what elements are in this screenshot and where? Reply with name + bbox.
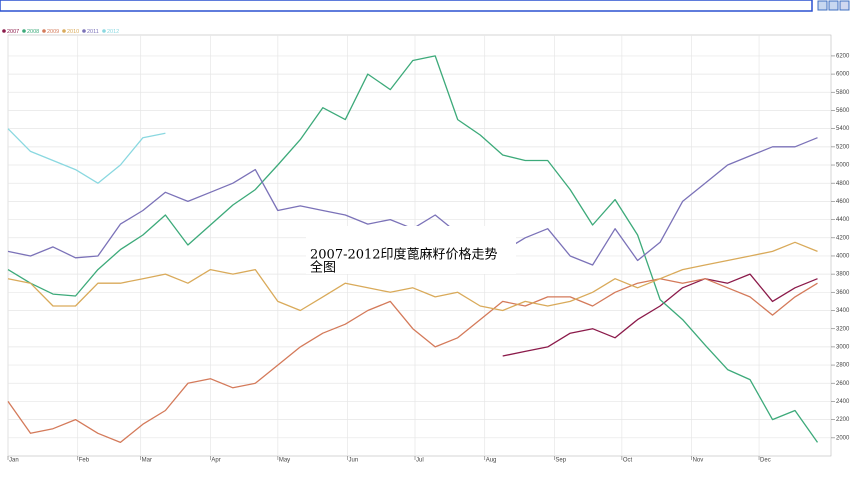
y-tick-label: 3600 — [836, 290, 850, 296]
y-tick-label: 2600 — [836, 381, 850, 387]
legend-label: 2011 — [87, 29, 99, 35]
series-line — [7, 128, 166, 184]
series-line — [502, 273, 818, 357]
x-tick-label: May — [279, 458, 290, 464]
close-button[interactable] — [839, 0, 850, 11]
legend-label: 2009 — [47, 29, 59, 35]
x-tick-label: Feb — [79, 458, 90, 464]
legend-marker — [42, 29, 46, 33]
y-tick-label: 2400 — [836, 399, 850, 405]
y-tick-label: 5200 — [836, 144, 850, 150]
y-tick-label: 3800 — [836, 272, 850, 278]
y-tick-label: 4000 — [836, 254, 850, 260]
legend-label: 2012 — [107, 29, 119, 35]
minimize-button[interactable] — [817, 0, 828, 11]
y-tick-label: 5400 — [836, 126, 850, 132]
x-tick-label: Dec — [760, 458, 771, 464]
x-tick-label: Nov — [693, 458, 704, 464]
legend-label: 2007 — [7, 29, 19, 35]
y-tick-label: 5800 — [836, 90, 850, 96]
y-tick-label: 2000 — [836, 435, 850, 441]
title-bar — [0, 0, 813, 12]
y-tick-label: 5000 — [836, 163, 850, 169]
y-tick-label: 3000 — [836, 344, 850, 350]
x-tick-label: Oct — [623, 458, 633, 464]
legend-marker — [62, 29, 66, 33]
x-tick-label: Mar — [142, 458, 152, 464]
y-tick-label: 5600 — [836, 108, 850, 114]
series-line — [7, 278, 818, 444]
series-line — [7, 55, 819, 443]
legend-label: 2008 — [27, 29, 39, 35]
y-tick-label: 4400 — [836, 217, 850, 223]
x-tick-label: Apr — [211, 458, 220, 464]
y-tick-label: 4600 — [836, 199, 850, 205]
legend-marker — [102, 29, 106, 33]
y-tick-label: 2800 — [836, 363, 850, 369]
annotation-box — [306, 226, 516, 274]
x-tick-label: Sep — [555, 458, 566, 464]
y-tick-label: 4800 — [836, 181, 850, 187]
x-tick-label: Jan — [9, 458, 19, 464]
series-line — [7, 241, 818, 312]
legend-marker — [2, 29, 6, 33]
x-tick-label: Aug — [486, 458, 497, 464]
legend-marker — [82, 29, 86, 33]
legend-marker — [22, 29, 26, 33]
legend-label: 2010 — [67, 29, 79, 35]
y-tick-label: 3200 — [836, 326, 850, 332]
annotation: 全图 — [310, 260, 336, 276]
annotation: 2007-2012印度蓖麻籽价格走势 — [310, 247, 498, 263]
y-tick-label: 4200 — [836, 235, 850, 241]
y-tick-label: 3400 — [836, 308, 850, 314]
y-tick-label: 2200 — [836, 417, 850, 423]
y-tick-label: 6000 — [836, 72, 850, 78]
y-tick-label: 6200 — [836, 53, 850, 59]
maximize-button[interactable] — [828, 0, 839, 11]
x-tick-label: Jun — [349, 458, 359, 464]
x-tick-label: Jul — [416, 458, 424, 464]
